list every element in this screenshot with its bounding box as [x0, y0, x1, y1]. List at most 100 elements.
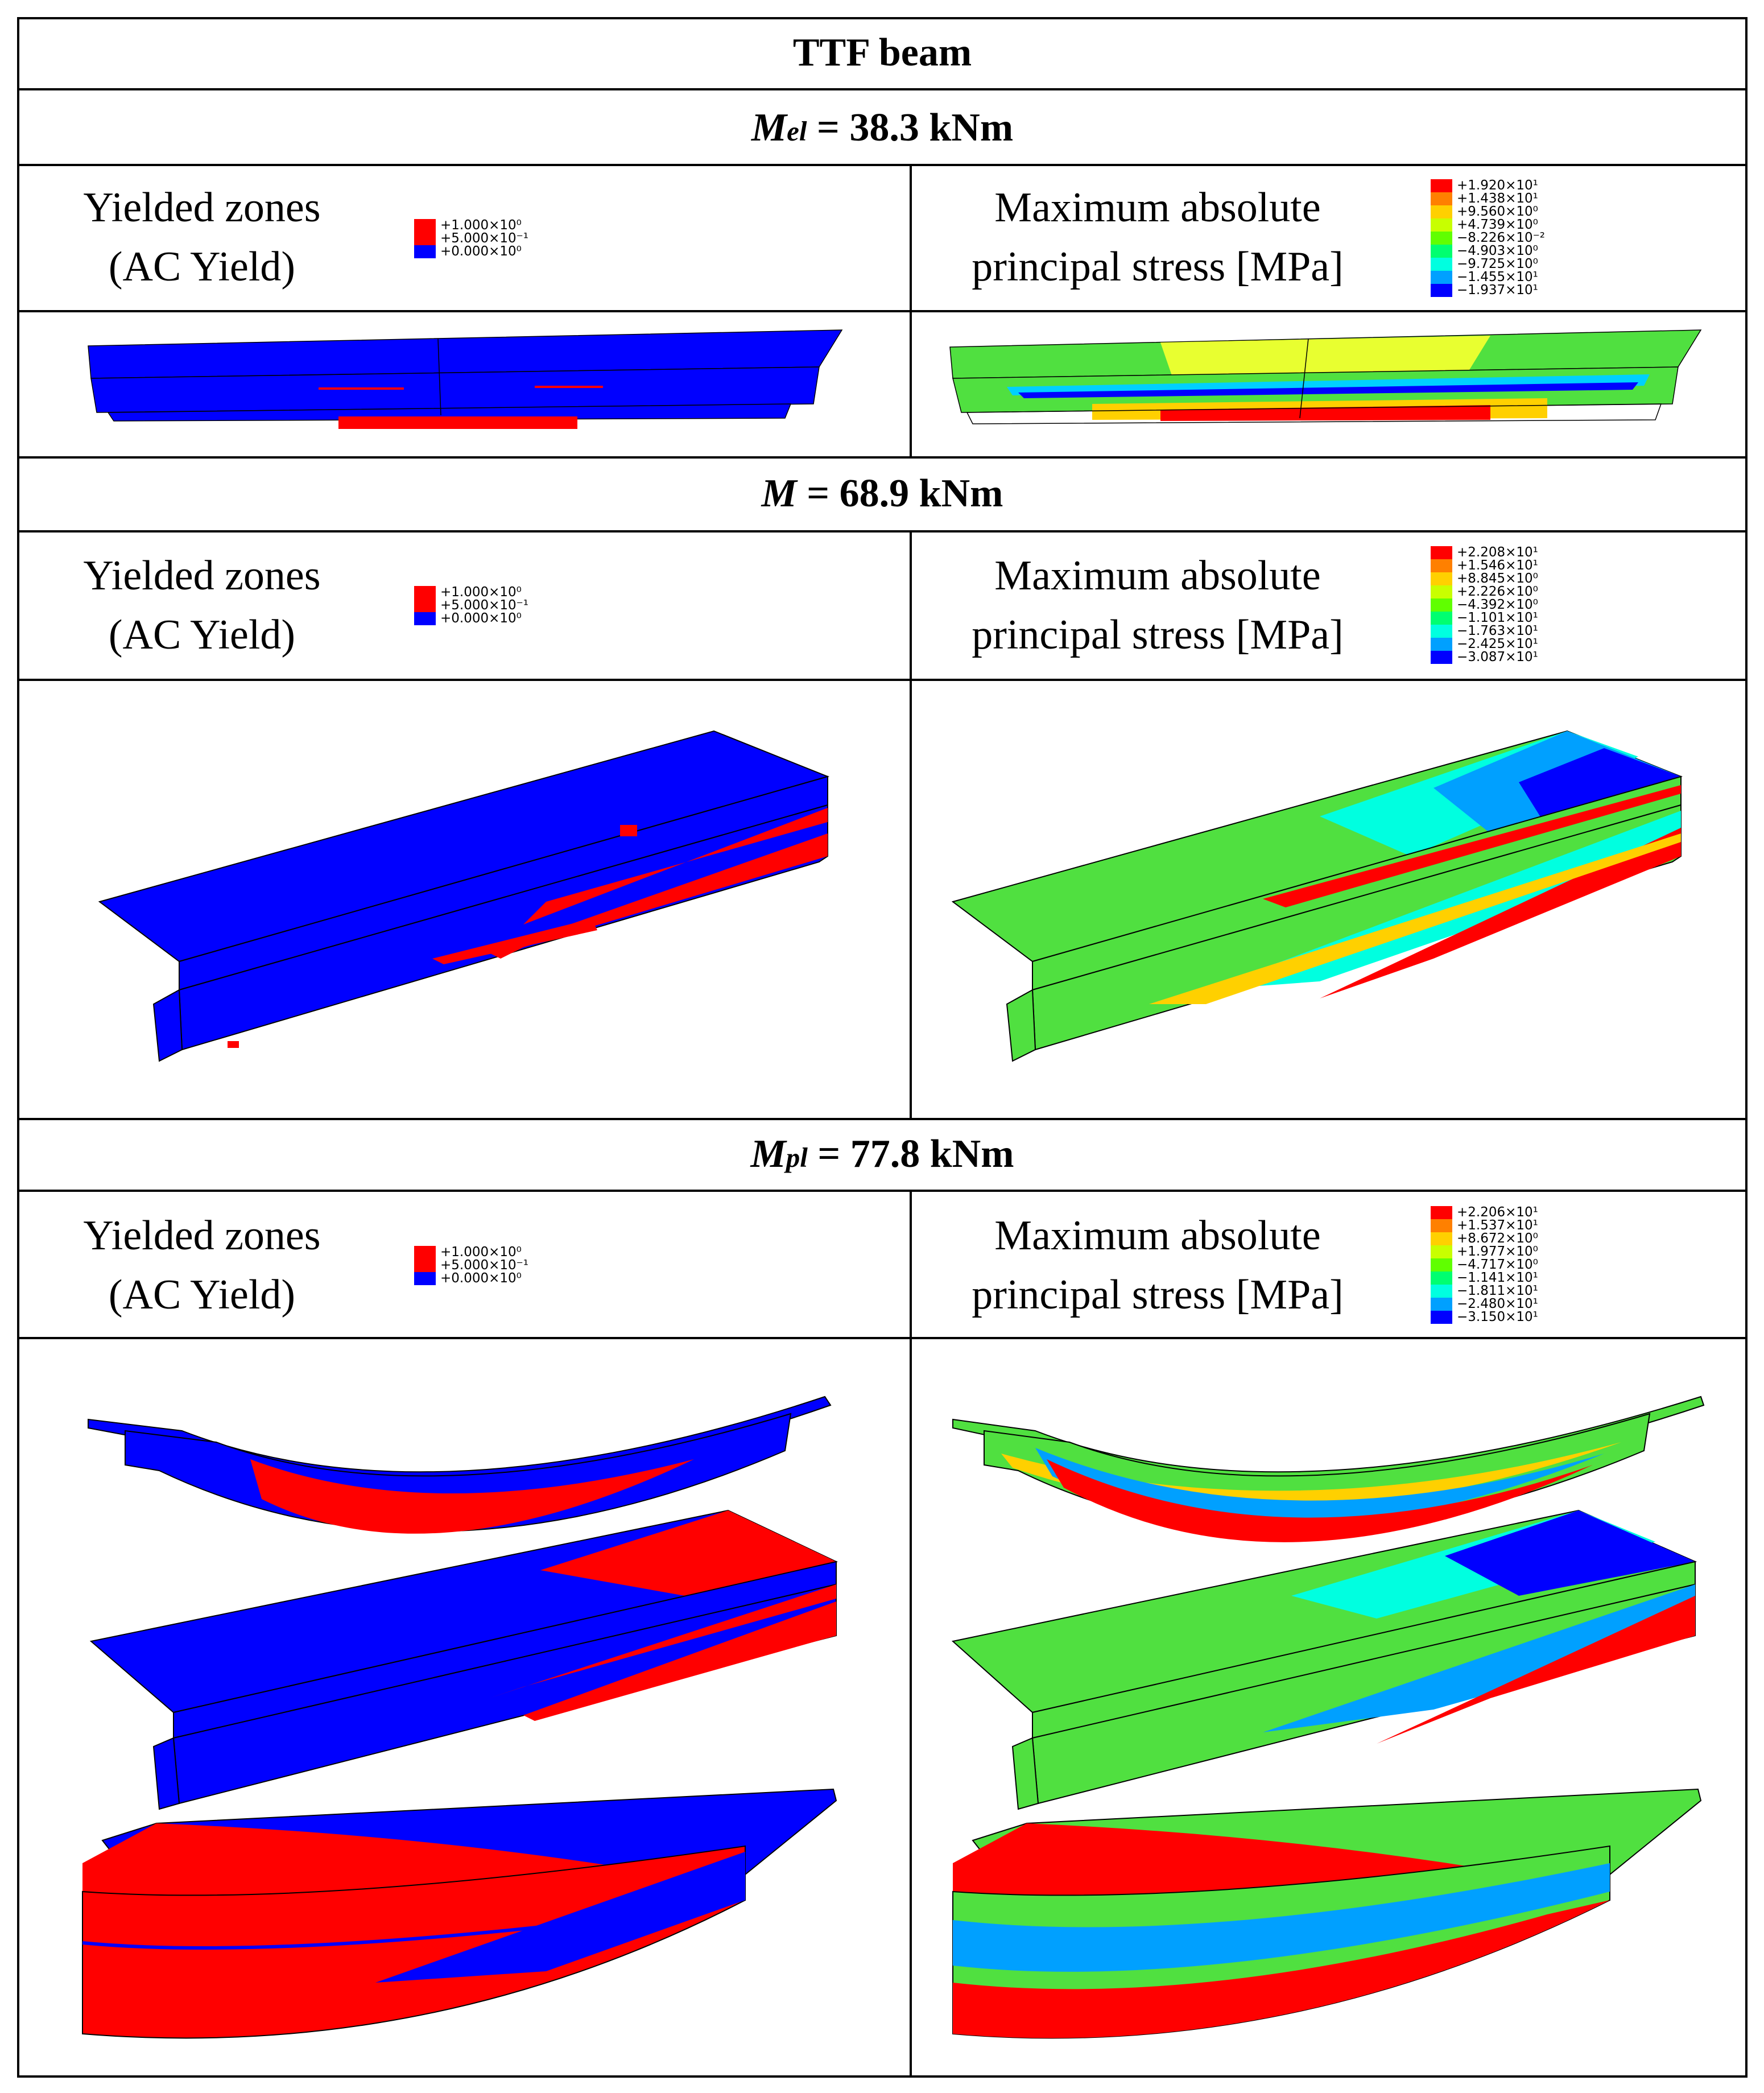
- legend-swatch: [1431, 179, 1452, 192]
- legend-swatch: [1431, 625, 1452, 638]
- legend-swatch: [1431, 284, 1452, 297]
- divider: [17, 530, 1748, 532]
- legend-entry: +1.920×10¹: [1431, 179, 1545, 192]
- legend-label: −2.425×10¹: [1457, 637, 1538, 651]
- stress-beam-side-view: [922, 319, 1741, 449]
- legend-label: +0.000×10⁰: [440, 244, 522, 259]
- legend-label: −3.087×10¹: [1457, 650, 1538, 664]
- legend-label: +1.546×10¹: [1457, 558, 1538, 573]
- legend-swatch: [1431, 638, 1452, 651]
- legend-swatch: [1431, 258, 1452, 271]
- legend-entry: +1.438×10¹: [1431, 192, 1545, 205]
- divider: [17, 1118, 1748, 1120]
- yield-legend: +1.000×10⁰ +5.000×10⁻¹ +0.000×10⁰: [414, 219, 528, 258]
- yield-legend: +1.000×10⁰ +5.000×10⁻¹ +0.000×10⁰: [414, 1246, 528, 1285]
- legend-entry: −3.087×10¹: [1431, 651, 1538, 664]
- divider: [17, 1337, 1748, 1339]
- yield-beam-views: [34, 1345, 899, 2071]
- legend-entry: +8.845×10⁰: [1431, 572, 1538, 585]
- yield-heading: Yielded zones (AC Yield): [83, 184, 321, 290]
- column-divider: [910, 164, 912, 457]
- legend-label: +1.920×10¹: [1457, 178, 1538, 193]
- yield-heading: Yielded zones (AC Yield): [83, 1212, 321, 1318]
- legend-label: +0.000×10⁰: [440, 611, 522, 626]
- section-1-moment: Mel = 38.3 kNm: [751, 106, 1014, 150]
- column-divider: [910, 1190, 912, 2078]
- legend-entry: +1.000×10⁰: [414, 219, 528, 232]
- column-divider: [910, 530, 912, 1119]
- legend-swatch: [1431, 205, 1452, 218]
- legend-entry: +5.000×10⁻¹: [414, 232, 528, 245]
- stress-heading: Maximum absolute principal stress [MPa]: [972, 552, 1344, 658]
- legend-label: −1.937×10¹: [1457, 283, 1538, 298]
- legend-label: +5.000×10⁻¹: [440, 1258, 529, 1273]
- legend-entry: −1.455×10¹: [1431, 271, 1545, 284]
- legend-label: +9.560×10⁰: [1457, 204, 1538, 219]
- legend-label: +2.208×10¹: [1457, 545, 1538, 560]
- legend-entry: +1.546×10¹: [1431, 559, 1538, 572]
- legend-swatch: [1431, 271, 1452, 284]
- legend-label: +1.000×10⁰: [440, 1245, 522, 1260]
- legend-swatch: [1431, 1258, 1452, 1272]
- legend-entry: −4.903×10⁰: [1431, 245, 1545, 258]
- legend-entry: +5.000×10⁻¹: [414, 599, 528, 612]
- legend-entry: −4.392×10⁰: [1431, 598, 1538, 612]
- legend-swatch: [1431, 192, 1452, 205]
- legend-swatch: [414, 232, 436, 245]
- legend-swatch: [1431, 1272, 1452, 1285]
- legend-swatch: [414, 219, 436, 232]
- divider: [17, 164, 1748, 166]
- legend-entry: +1.977×10⁰: [1431, 1245, 1538, 1258]
- yield-heading: Yielded zones (AC Yield): [83, 552, 321, 658]
- legend-label: −1.455×10¹: [1457, 270, 1538, 284]
- legend-label: +4.739×10⁰: [1457, 217, 1538, 232]
- legend-swatch: [1431, 218, 1452, 232]
- stress-legend: +1.920×10¹ +1.438×10¹ +9.560×10⁰ +4.739×10⁰…: [1431, 179, 1545, 297]
- legend-entry: −4.717×10⁰: [1431, 1258, 1538, 1272]
- legend-label: −4.717×10⁰: [1457, 1257, 1538, 1272]
- divider: [17, 679, 1748, 681]
- legend-label: −4.903×10⁰: [1457, 243, 1538, 258]
- legend-label: −1.101×10¹: [1457, 610, 1538, 625]
- legend-entry: +4.739×10⁰: [1431, 218, 1545, 232]
- legend-swatch: [1431, 585, 1452, 598]
- legend-entry: +0.000×10⁰: [414, 1272, 528, 1285]
- legend-swatch: [414, 1246, 436, 1259]
- legend-swatch: [1431, 1219, 1452, 1232]
- legend-entry: +1.000×10⁰: [414, 586, 528, 599]
- legend-swatch: [414, 245, 436, 258]
- legend-swatch: [1431, 559, 1452, 572]
- legend-entry: −1.937×10¹: [1431, 284, 1545, 297]
- legend-entry: +1.537×10¹: [1431, 1219, 1538, 1232]
- legend-swatch: [1431, 546, 1452, 559]
- table-title: TTF beam: [792, 31, 972, 75]
- legend-label: +5.000×10⁻¹: [440, 231, 529, 246]
- legend-label: +1.000×10⁰: [440, 218, 522, 233]
- legend-entry: +2.208×10¹: [1431, 546, 1538, 559]
- divider: [17, 456, 1748, 459]
- legend-entry: −8.226×10⁻²: [1431, 232, 1545, 245]
- legend-swatch: [1431, 572, 1452, 585]
- legend-entry: +2.226×10⁰: [1431, 585, 1538, 598]
- stress-legend: +2.208×10¹ +1.546×10¹ +8.845×10⁰ +2.226×10⁰…: [1431, 546, 1538, 664]
- legend-entry: −1.101×10¹: [1431, 612, 1538, 625]
- legend-label: +1.438×10¹: [1457, 191, 1538, 206]
- legend-swatch: [1431, 232, 1452, 245]
- legend-entry: −3.150×10¹: [1431, 1311, 1538, 1324]
- legend-entry: −2.480×10¹: [1431, 1298, 1538, 1311]
- legend-entry: +8.672×10⁰: [1431, 1232, 1538, 1245]
- legend-swatch: [1431, 1206, 1452, 1219]
- divider: [17, 88, 1748, 90]
- table-frame: [17, 17, 1748, 2078]
- yield-beam-side-view: [34, 319, 899, 449]
- legend-swatch: [1431, 245, 1452, 258]
- legend-swatch: [1431, 1232, 1452, 1245]
- legend-swatch: [1431, 598, 1452, 612]
- legend-label: −2.480×10¹: [1457, 1297, 1538, 1311]
- legend-label: +1.977×10⁰: [1457, 1244, 1538, 1259]
- legend-label: +8.672×10⁰: [1457, 1231, 1538, 1246]
- yield-beam-3d-view: [34, 686, 899, 1112]
- stress-heading: Maximum absolute principal stress [MPa]: [972, 184, 1344, 290]
- legend-swatch: [1431, 1245, 1452, 1258]
- legend-swatch: [1431, 1285, 1452, 1298]
